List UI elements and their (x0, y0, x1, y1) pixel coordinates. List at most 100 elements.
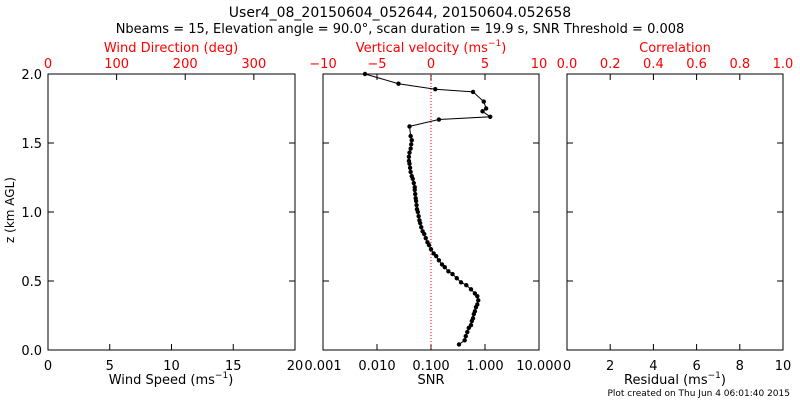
snr-data-point (470, 89, 476, 95)
residual-tick-label: 0 (563, 359, 571, 374)
correlation-ticks: 0.0 0.2 0.4 0.6 0.8 1.0 (557, 57, 793, 80)
snr-data-point (407, 124, 412, 129)
snr-data-point (407, 165, 413, 171)
snr-data-point (396, 81, 401, 86)
wind-direction-tick-label: 100 (104, 57, 129, 72)
snr-data-point (408, 133, 413, 139)
snr-data-point (458, 280, 464, 285)
figure-title-line1: User4_08_20150604_052644, 20150604.05265… (229, 5, 571, 21)
snr-data-point (433, 86, 438, 92)
altitude-tick-label: 0.0 (21, 344, 42, 359)
snr-data-point (409, 173, 414, 179)
snr-data-point (483, 106, 489, 111)
altitude-tick-label: 1.0 (21, 206, 42, 221)
snr-data-point (450, 271, 455, 277)
y-axis-label: z (km AGL) (3, 177, 17, 243)
correlation-axis-label: Correlation (639, 41, 711, 56)
altitude-tick-label: 1.5 (21, 137, 42, 152)
snr-data-point (454, 276, 459, 281)
snr-data-point (413, 196, 418, 201)
snr-data-point (408, 169, 413, 175)
snr-data-point (431, 251, 436, 256)
snr-tick-label: 1.000 (466, 359, 503, 374)
snr-data-point (414, 207, 420, 212)
vertical-velocity-tick-label: 0 (427, 57, 435, 72)
wind-direction-axis-label: Wind Direction (deg) (104, 41, 238, 56)
snr-data-point (407, 150, 412, 155)
snr-data-point (434, 253, 439, 259)
vertical-velocity-tick-label: 10 (531, 57, 548, 72)
snr-data-point (406, 154, 412, 159)
correlation-tick-label: 0.0 (557, 57, 578, 72)
snr-data-point (456, 342, 462, 347)
snr-tick-label: 10.000 (516, 359, 562, 374)
snr-data-point (436, 258, 442, 263)
snr-data-point (436, 117, 442, 122)
snr-data-point (423, 236, 428, 241)
snr-data-point (428, 247, 434, 252)
snr-data-point (419, 224, 424, 230)
snr-data-point (411, 180, 416, 186)
wind-speed-tick-label: 10 (163, 359, 180, 374)
correlation-tick-label: 0.2 (600, 57, 621, 72)
correlation-tick-label: 0.4 (643, 57, 664, 72)
residual-tick-label: 6 (692, 359, 700, 374)
correlation-tick-label: 0.8 (729, 57, 750, 72)
snr-data-point (425, 240, 430, 245)
vertical-velocity-axis-label: Vertical velocity (ms−1) (356, 39, 507, 56)
snr-panel: Vertical velocity (ms−1) −10 −5 0 5 10 0.001… (304, 39, 561, 388)
residual-axis-label: Residual (ms−1) (624, 371, 726, 388)
snr-ticks: 0.001 0.010 0.100 1.000 10.000 (304, 344, 562, 374)
snr-data-point (406, 158, 412, 164)
snr-data-point (439, 262, 445, 267)
snr-data-point (414, 202, 419, 208)
residual-tick-label: 10 (775, 359, 792, 374)
correlation-tick-label: 0.6 (686, 57, 707, 72)
snr-data-point (475, 302, 480, 307)
snr-data-point (408, 146, 413, 151)
snr-profile-line (364, 73, 492, 345)
vertical-velocity-tick-label: −5 (367, 57, 386, 72)
snr-data-point (446, 269, 451, 274)
wind-direction-tick-label: 0 (44, 57, 52, 72)
snr-data-point (488, 114, 493, 119)
snr-tick-label: 0.010 (358, 359, 395, 374)
snr-data-point (409, 142, 414, 147)
altitude-ticks: 0.0 0.5 1.0 1.5 2.0 (21, 68, 783, 359)
snr-data-point (472, 291, 478, 296)
vertical-velocity-ticks: −10 −5 0 5 10 (309, 57, 547, 80)
snr-tick-label: 0.001 (304, 359, 341, 374)
wind-direction-tick-label: 200 (173, 57, 198, 72)
residual-tick-label: 8 (736, 359, 744, 374)
residual-tick-label: 2 (606, 359, 614, 374)
snr-data-point (416, 213, 421, 219)
figure-title-line2: Nbeams = 15, Elevation angle = 90.0°, sc… (116, 22, 685, 37)
snr-data-point (463, 334, 468, 339)
wind-panel: Wind Direction (deg) 0 100 200 300 0 5 10 15 20… (21, 41, 783, 388)
wind-speed-ticks: 0 5 10 15 20 (44, 344, 303, 374)
snr-data-point (409, 138, 414, 143)
snr-profile-points (362, 71, 493, 347)
snr-data-point (465, 329, 470, 335)
wind-panel-frame (47, 73, 296, 351)
snr-data-point (468, 287, 474, 292)
snr-data-point (472, 309, 478, 314)
snr-data-point (420, 229, 425, 234)
snr-data-point (476, 298, 481, 303)
residual-panel: Correlation 0.0 0.2 0.4 0.6 0.8 1.0 0 2 4 6 8 10 R… (557, 41, 794, 388)
vertical-velocity-tick-label: −10 (309, 57, 336, 72)
wind-speed-tick-label: 5 (106, 359, 114, 374)
wind-direction-tick-label: 300 (241, 57, 266, 72)
wind-speed-tick-label: 0 (44, 359, 52, 374)
snr-data-point (412, 184, 417, 190)
residual-ticks: 0 2 4 6 8 10 (563, 344, 791, 374)
snr-data-point (417, 218, 422, 223)
altitude-tick-label: 0.5 (21, 275, 42, 290)
wind-speed-tick-label: 20 (287, 359, 304, 374)
plot-created-footer: Plot created on Thu Jun 4 06:01:40 2015 (607, 389, 790, 399)
wind-direction-ticks: 0 100 200 300 (44, 57, 266, 80)
snr-data-point (470, 316, 476, 321)
snr-axis-label: SNR (417, 373, 444, 388)
snr-tick-label: 0.100 (412, 359, 449, 374)
